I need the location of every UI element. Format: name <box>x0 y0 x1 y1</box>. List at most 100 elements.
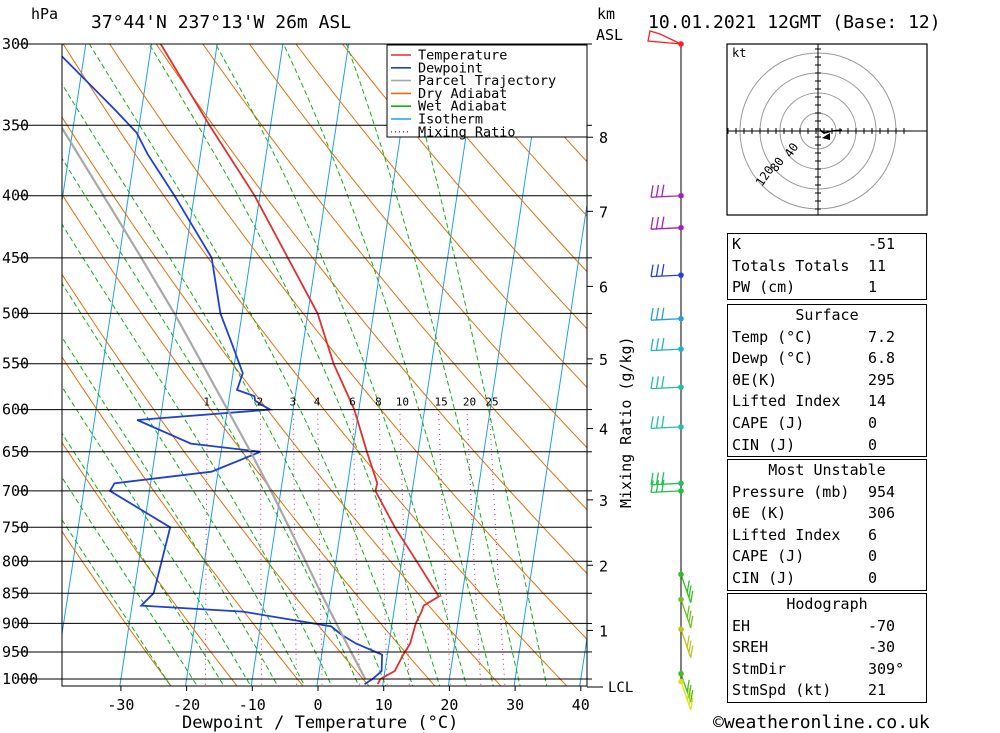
dry-adiabat-line <box>62 44 568 686</box>
pressure-tick-label: 350 <box>2 116 29 134</box>
barb-shaft <box>651 227 682 230</box>
dry-adiabat-line <box>295 44 587 389</box>
pressure-tick-label: 300 <box>2 35 29 53</box>
barb-feather <box>688 585 692 598</box>
wind-barb <box>680 673 694 703</box>
temperature-tick-label: 10 <box>375 696 393 714</box>
wind-barb <box>650 415 682 430</box>
wind-barb <box>680 629 694 658</box>
dry-adiabat-line <box>434 44 587 217</box>
wet-adiabat-line <box>62 282 306 686</box>
barb-feather <box>686 605 690 618</box>
wet-adiabat-line <box>62 518 172 686</box>
barb-feather <box>655 415 660 429</box>
hodograph-title: Hodograph <box>786 595 868 613</box>
wet-adiabat-line <box>62 476 198 686</box>
wind-barb <box>650 216 682 230</box>
most-unstable-row: θE (K) 306 <box>732 504 896 523</box>
mixing-ratio-value: 3 <box>290 396 297 409</box>
wet-adiabat-line <box>148 44 441 686</box>
x-axis-label: Dewpoint / Temperature (°C) <box>182 713 458 733</box>
pressure-tick-label: 750 <box>2 518 29 536</box>
barb-feather <box>650 185 654 198</box>
barb-feather <box>688 684 692 698</box>
barb-feather <box>661 263 665 277</box>
barb-feather <box>655 216 660 230</box>
barb-shaft <box>680 673 692 703</box>
surface-row: Temp (°C) 7.2 <box>732 327 896 346</box>
dry-adiabat-line <box>62 356 304 686</box>
legend-label: Dewpoint <box>418 60 483 76</box>
barb-feather <box>688 610 692 623</box>
mixing-ratio-line <box>317 409 323 686</box>
dry-adiabat-line <box>62 116 502 686</box>
barb-shaft <box>651 490 682 494</box>
mixing-ratio-value: 2 <box>257 396 264 409</box>
most-unstable-row: Lifted Index 6 <box>732 525 878 544</box>
mixing-ratio-value: 20 <box>463 396 476 409</box>
hodograph-unit-label: kt <box>732 46 746 60</box>
legend-label: Dry Adiabat <box>418 86 507 102</box>
pressure-tick-label: 400 <box>2 187 29 205</box>
legend-label: Parcel Trajectory <box>418 73 556 89</box>
isotherm-line <box>316 44 415 686</box>
lcl-label: LCL <box>608 680 633 696</box>
hodograph-ring-label: 80 <box>767 155 787 175</box>
barb-feather <box>690 697 694 711</box>
barb-feather <box>650 308 654 321</box>
barb-feather <box>655 264 660 277</box>
barb-feather <box>661 472 665 485</box>
mixing-ratio-labels: 1 2 3 4 6 8 10 15 20 25 <box>203 396 498 409</box>
index-row-pw: PW (cm) 1 <box>732 278 878 297</box>
pressure-tick-label: 800 <box>2 552 29 570</box>
most-unstable-table: Most Unstable Pressure (mb) 954 θE (K) 306… <box>727 459 927 591</box>
barb-feather <box>650 217 654 230</box>
barb-feather <box>661 184 665 197</box>
mixing-ratio-line <box>260 409 263 686</box>
barb-shaft <box>680 681 692 711</box>
pressure-tick-label: 700 <box>2 482 29 500</box>
surface-table: Surface Temp (°C) 7.2 Dewp (°C) 6.8 θE(K) 2… <box>727 303 927 458</box>
diagram-grid <box>62 44 587 686</box>
km-tick-label: 1 <box>599 622 608 640</box>
legend-label: Temperature <box>418 48 507 64</box>
hpa-unit-label: hPa <box>31 5 58 23</box>
barb-feather <box>690 615 694 628</box>
legend-label: Isotherm <box>418 112 483 128</box>
barb-feather <box>688 640 692 653</box>
wind-barb <box>650 337 682 352</box>
pressure-tick-label: 600 <box>2 401 29 419</box>
most-unstable-row: CIN (J) 0 <box>732 568 878 587</box>
mixing-ratio-value: 8 <box>375 396 382 409</box>
wet-adiabat-line <box>88 44 414 686</box>
barb-feather <box>686 635 690 648</box>
dry-adiabat-line <box>62 273 370 686</box>
dry-adiabat-line <box>109 44 587 640</box>
barb-feather <box>686 580 690 593</box>
wind-barb <box>647 30 682 45</box>
wet-adiabat-line <box>282 44 494 686</box>
surface-row: CIN (J) 0 <box>732 435 878 454</box>
isotherm-line <box>62 44 153 638</box>
temperature-tick-label: 0 <box>313 696 322 714</box>
barb-feather <box>661 415 665 428</box>
barb-feather <box>650 416 654 429</box>
datetime-title: 10.01.2021 12GMT (Base: 12) <box>648 12 941 33</box>
barb-feather <box>655 307 660 321</box>
dry-adiabat-line <box>62 441 238 686</box>
wind-barb <box>680 599 694 629</box>
pressure-tick-label: 550 <box>2 355 29 373</box>
wet-adiabat-line <box>62 223 333 686</box>
hodograph-ring-label: 40 <box>782 140 802 160</box>
surface-row: Dewp (°C) 6.8 <box>732 349 896 368</box>
legend-label: Wet Adiabat <box>418 99 507 115</box>
km-tick-label: 7 <box>599 203 608 221</box>
barb-feather <box>650 480 654 493</box>
mixing-ratio-line <box>399 409 410 686</box>
barb-shaft <box>680 629 692 658</box>
isotherm-line <box>119 44 218 686</box>
mixing-ratio-line <box>293 409 298 686</box>
barb-feather <box>686 687 690 700</box>
